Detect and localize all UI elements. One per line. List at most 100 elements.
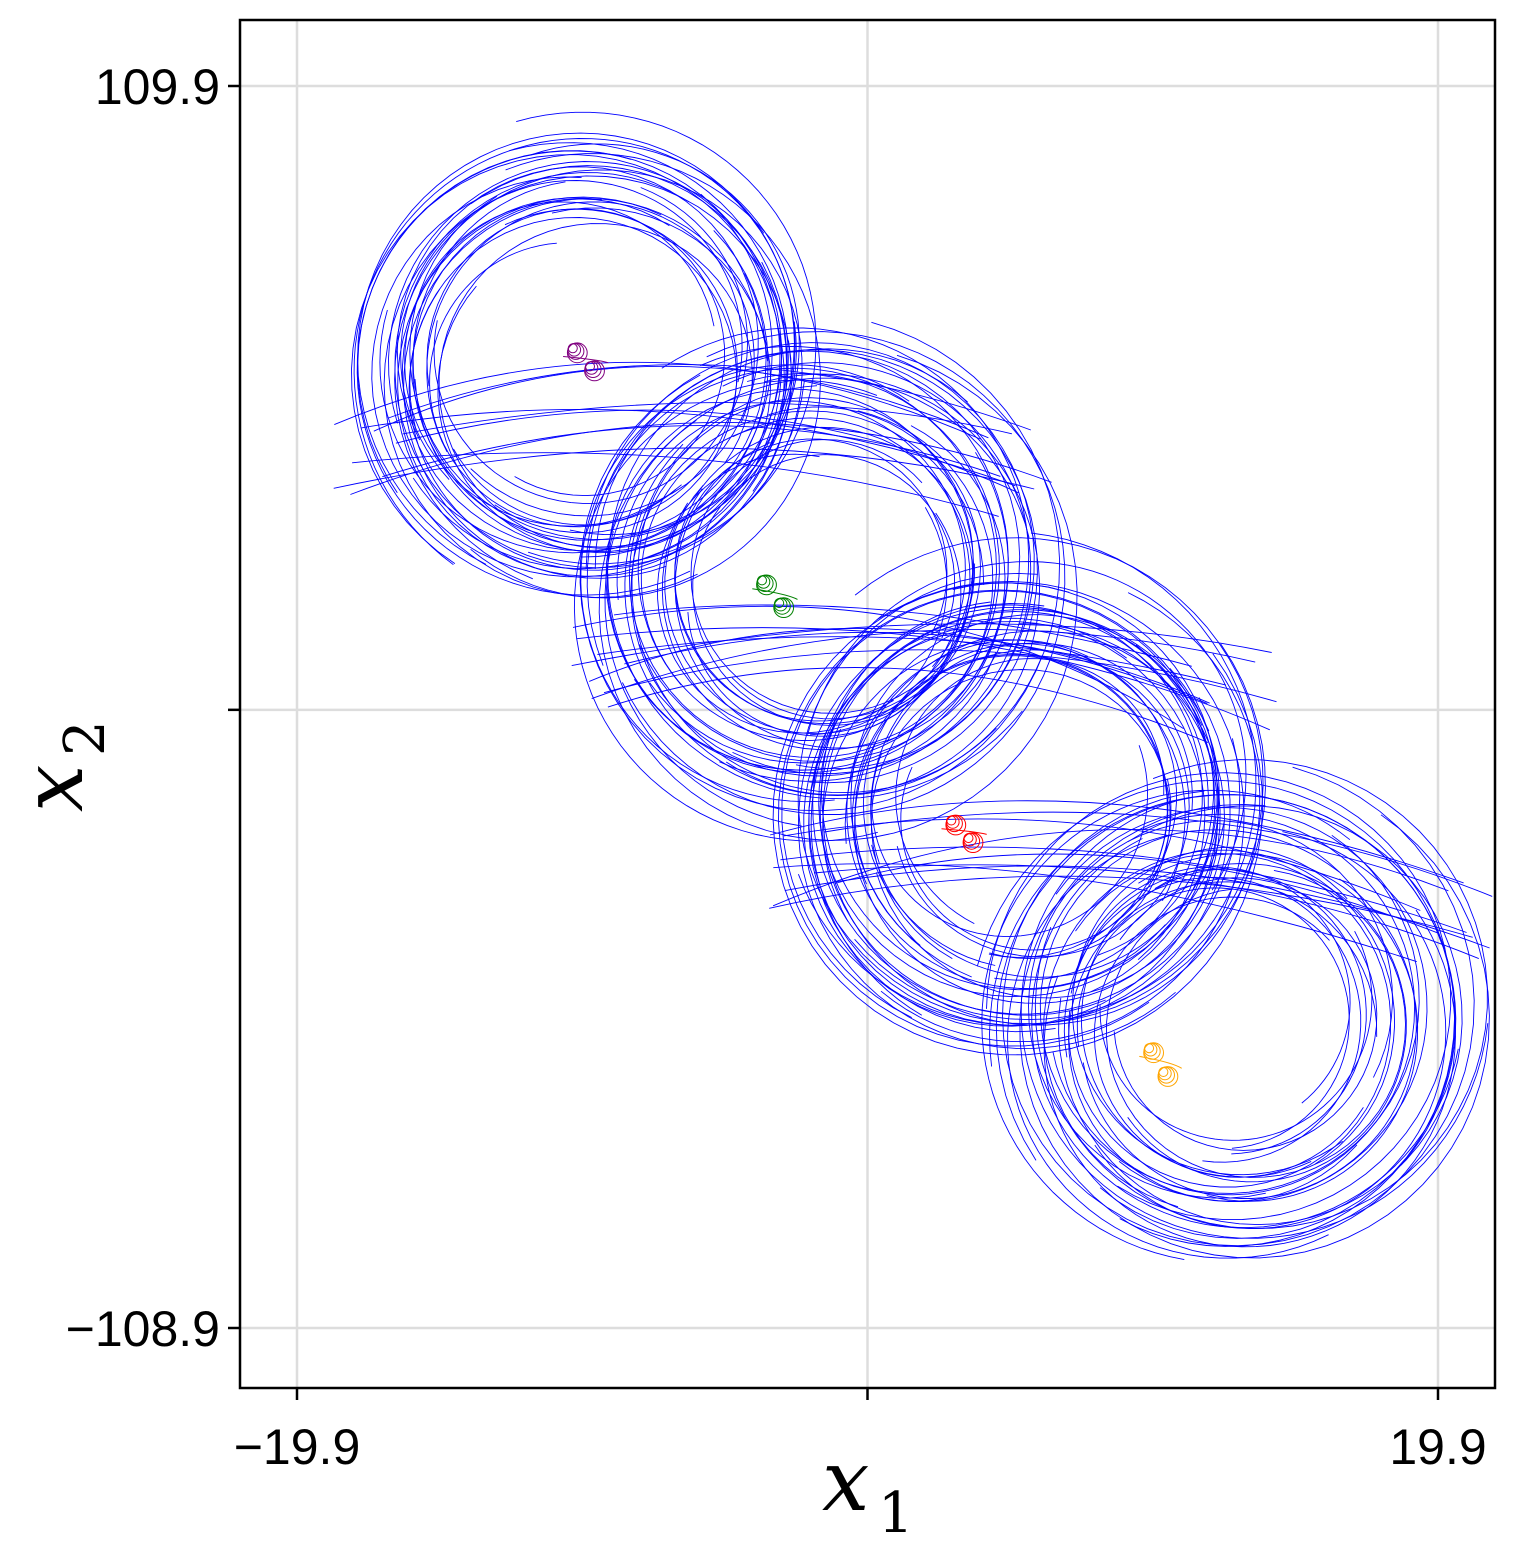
trajectory-arc <box>1063 876 1362 1163</box>
trajectory-arc <box>870 669 1171 960</box>
trajectory-arc <box>605 388 975 771</box>
trajectory-arc <box>1081 868 1312 1178</box>
trajectory-arc <box>844 630 1225 999</box>
trajectory-small-spiral <box>1139 1042 1182 1087</box>
trajectory-arc <box>862 643 1177 966</box>
trajectory-arc <box>1094 831 1447 1230</box>
trajectory-arc <box>850 614 1214 978</box>
trajectory-arc <box>516 111 817 565</box>
trajectory-arc <box>822 592 1261 1026</box>
spiral-ring <box>584 360 605 382</box>
trajectory-arc <box>1043 909 1456 1248</box>
trajectory-arc <box>353 138 765 566</box>
y-axis-label-group: x 2 <box>4 720 118 812</box>
trajectory-arc <box>414 165 787 553</box>
x-tick-label: 19.9 <box>1389 1419 1486 1475</box>
trajectory-arc <box>1068 853 1392 1188</box>
trajectory-arc <box>607 367 997 764</box>
trajectory-transfer-arc <box>772 829 1449 907</box>
trajectory-arc <box>630 410 997 777</box>
trajectory-transfer-arc <box>402 402 1013 435</box>
x-axis-label-subscript: 1 <box>878 1481 914 1542</box>
y-axis-label-subscript: 2 <box>53 720 118 756</box>
trajectory-arc <box>1043 849 1396 1208</box>
trajectory-arc <box>1105 869 1406 1178</box>
trajectory-arc <box>846 639 1166 989</box>
trajectory-arc <box>470 153 821 599</box>
trajectory-arc <box>621 331 1066 815</box>
trajectory-arc <box>981 789 1351 1261</box>
trajectory-arc <box>725 373 1040 796</box>
trajectory-arc <box>722 362 1032 770</box>
trajectory-transfer-arc <box>780 846 1467 933</box>
trajectory-transfer-arc <box>350 422 1052 495</box>
trajectory-transfer-arc <box>784 865 1490 949</box>
trajectory-arc <box>1007 829 1340 1259</box>
trajectory-arc <box>808 621 1206 1033</box>
y-tick-label: 109.9 <box>95 59 220 115</box>
trajectory-arc <box>394 169 803 580</box>
trajectory-arc <box>400 180 743 480</box>
trajectory-arc <box>640 424 945 741</box>
trajectory-arc <box>530 143 800 536</box>
trajectory-arc <box>573 379 878 842</box>
trajectory-blue-lobe <box>333 111 1052 599</box>
trajectory-arc <box>778 589 1220 1047</box>
trajectory-arc <box>886 649 1190 958</box>
trajectory-arc <box>1020 800 1489 1239</box>
trajectory-small-spiral <box>563 342 609 382</box>
trajectory-transfer-arc <box>373 365 989 439</box>
trajectory-arc <box>412 198 767 541</box>
trajectory-arc <box>674 425 1006 749</box>
trajectory-arc <box>772 582 1263 1056</box>
trajectory-arc <box>1055 807 1428 1203</box>
trajectory-arc <box>818 582 1218 998</box>
x-tick-label: −19.9 <box>234 1419 361 1475</box>
trajectory-transfer-arc <box>388 364 1031 431</box>
trajectory-arc <box>976 779 1455 1247</box>
trajectory-arc <box>819 611 1209 1016</box>
spiral-ring <box>945 814 967 836</box>
trajectory-transfer-arc <box>603 649 1277 703</box>
trajectory-blue-lobe <box>571 321 1277 842</box>
trajectory-transfer-arc <box>613 604 1192 667</box>
trajectory-blue-lobe <box>976 759 1490 1261</box>
trajectory-arc <box>693 426 974 720</box>
trajectory-arc <box>1052 813 1416 1196</box>
trajectory-arc <box>357 132 796 565</box>
trajectory-arc <box>1093 896 1364 1178</box>
trajectory-small-spiral <box>752 574 798 618</box>
trajectory-arc <box>631 385 997 794</box>
trajectory-arc <box>1127 863 1407 1183</box>
trajectory-arc <box>1058 805 1463 1226</box>
trajectory-transfer-arc <box>589 627 1208 705</box>
trajectory-arc <box>388 161 783 536</box>
trajectory-arc <box>379 193 773 554</box>
trajectory-arc <box>1028 820 1393 1199</box>
trajectory-arc <box>807 561 1247 891</box>
trajectory-arc <box>1082 878 1417 1199</box>
trajectory-arc <box>624 443 1042 796</box>
trajectory-arc <box>812 603 1241 1015</box>
trajectory-arc <box>687 512 962 737</box>
trajectory-transfer-arc <box>597 636 1227 686</box>
trajectory-arc <box>876 581 1245 1043</box>
trajectory-arc <box>1019 803 1490 1259</box>
trajectory-arc <box>616 400 966 736</box>
trajectory-arc <box>900 766 1172 951</box>
trajectory-arc <box>1138 853 1419 1202</box>
trajectory-transfer-arc <box>333 447 1035 490</box>
spiral-ring <box>773 597 795 618</box>
trajectory-arc <box>351 154 782 569</box>
y-tick-label: −108.9 <box>66 1301 220 1357</box>
x-axis-label: x <box>822 1432 869 1530</box>
spiral-ring <box>1157 1066 1179 1087</box>
spiral-ring <box>756 574 777 596</box>
trajectory-arc <box>433 187 748 504</box>
trajectory-transfer-arc <box>769 800 1464 884</box>
trajectory-arc <box>580 364 910 803</box>
trajectory-transfer-arc <box>334 361 981 440</box>
spiral-tail <box>1139 1055 1182 1069</box>
trajectory-arc <box>871 668 1220 978</box>
trajectory-arc <box>412 142 789 570</box>
